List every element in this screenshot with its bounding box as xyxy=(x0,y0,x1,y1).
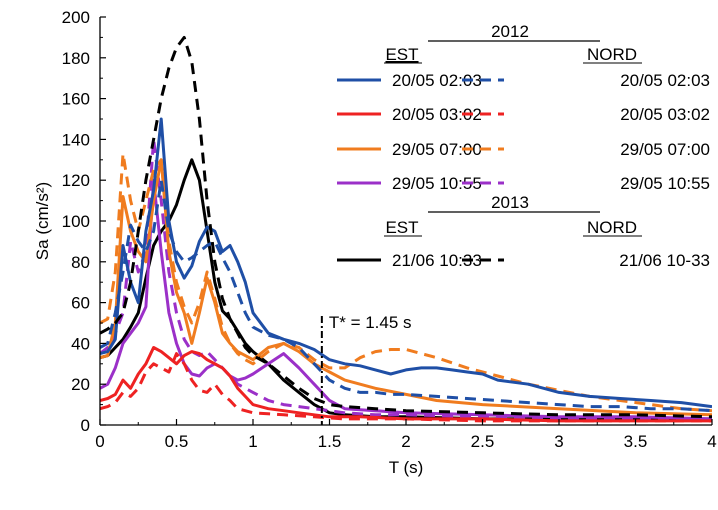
series-line-20-05-03-02-nord xyxy=(100,352,712,423)
y-tick-label: 0 xyxy=(81,416,90,435)
legend-label-est: 29/05 07:00 xyxy=(392,140,482,159)
y-tick-label: 200 xyxy=(62,8,90,27)
x-axis-label: T (s) xyxy=(389,458,424,477)
legend-year-2013: 2013 xyxy=(491,193,529,212)
x-tick-label: 3 xyxy=(554,432,563,451)
x-tick-label: 1.5 xyxy=(318,432,342,451)
series-line-20-05-03-02-est xyxy=(100,346,712,423)
legend-label-est: 20/05 03:02 xyxy=(392,105,482,124)
x-tick-label: 0.5 xyxy=(165,432,189,451)
legend-label-nord: 29/05 10:55 xyxy=(620,174,710,193)
x-tick-label: 2.5 xyxy=(471,432,495,451)
series-line-20-05-02-03-est xyxy=(100,117,712,409)
y-tick-label: 20 xyxy=(71,375,90,394)
legend-label-nord: 20/05 03:02 xyxy=(620,105,710,124)
legend-label-est: 29/05 10:55 xyxy=(392,174,482,193)
x-tick-label: 1 xyxy=(248,432,257,451)
t-star-label: T* = 1.45 s xyxy=(329,313,412,332)
x-tick-label: 2 xyxy=(401,432,410,451)
legend-header-est: EST xyxy=(385,45,418,64)
series-line-29-05-07-00-nord xyxy=(100,152,712,413)
series-line-29-05-10-55-nord xyxy=(100,137,712,421)
curves-layer xyxy=(100,35,712,423)
series-line-29-05-07-00-est xyxy=(100,158,712,417)
legend: 2012 EST NORD 20/05 02:03 20/05 02:03 20/05 0… xyxy=(337,22,710,270)
annotation-layer: T* = 1.45 s xyxy=(320,313,412,425)
y-tick-label: 120 xyxy=(62,171,90,190)
axes-layer: 0 0.5 1 1.5 2 2.5 3 3.5 402040608010012014016018… xyxy=(33,8,717,477)
legend-label-nord: 21/06 10-33 xyxy=(619,251,710,270)
legend-label-est: 20/05 02:03 xyxy=(392,71,482,90)
legend-header-nord: NORD xyxy=(587,218,637,237)
series-line-21-06-10-33-nord xyxy=(100,35,712,419)
series-line-29-05-10-55-est xyxy=(100,178,712,421)
legend-label-nord: 20/05 02:03 xyxy=(620,71,710,90)
y-tick-label: 180 xyxy=(62,49,90,68)
x-tick-label: 4 xyxy=(707,432,716,451)
legend-label-est: 21/06 10:33 xyxy=(392,251,482,270)
y-axis-label: Sa (cm/s²) xyxy=(33,182,52,260)
legend-header-nord: NORD xyxy=(587,45,637,64)
x-tick-label: 3.5 xyxy=(624,432,648,451)
y-tick-label: 40 xyxy=(71,334,90,353)
legend-header-est: EST xyxy=(385,218,418,237)
legend-year-2012: 2012 xyxy=(491,22,529,41)
y-tick-label: 60 xyxy=(71,294,90,313)
y-tick-label: 140 xyxy=(62,130,90,149)
x-tick-label: 0 xyxy=(95,432,104,451)
legend-label-nord: 29/05 07:00 xyxy=(620,140,710,159)
y-tick-label: 160 xyxy=(62,90,90,109)
y-tick-label: 80 xyxy=(71,253,90,272)
y-tick-label: 100 xyxy=(62,212,90,231)
series-line-20-05-02-03-nord xyxy=(100,178,712,413)
